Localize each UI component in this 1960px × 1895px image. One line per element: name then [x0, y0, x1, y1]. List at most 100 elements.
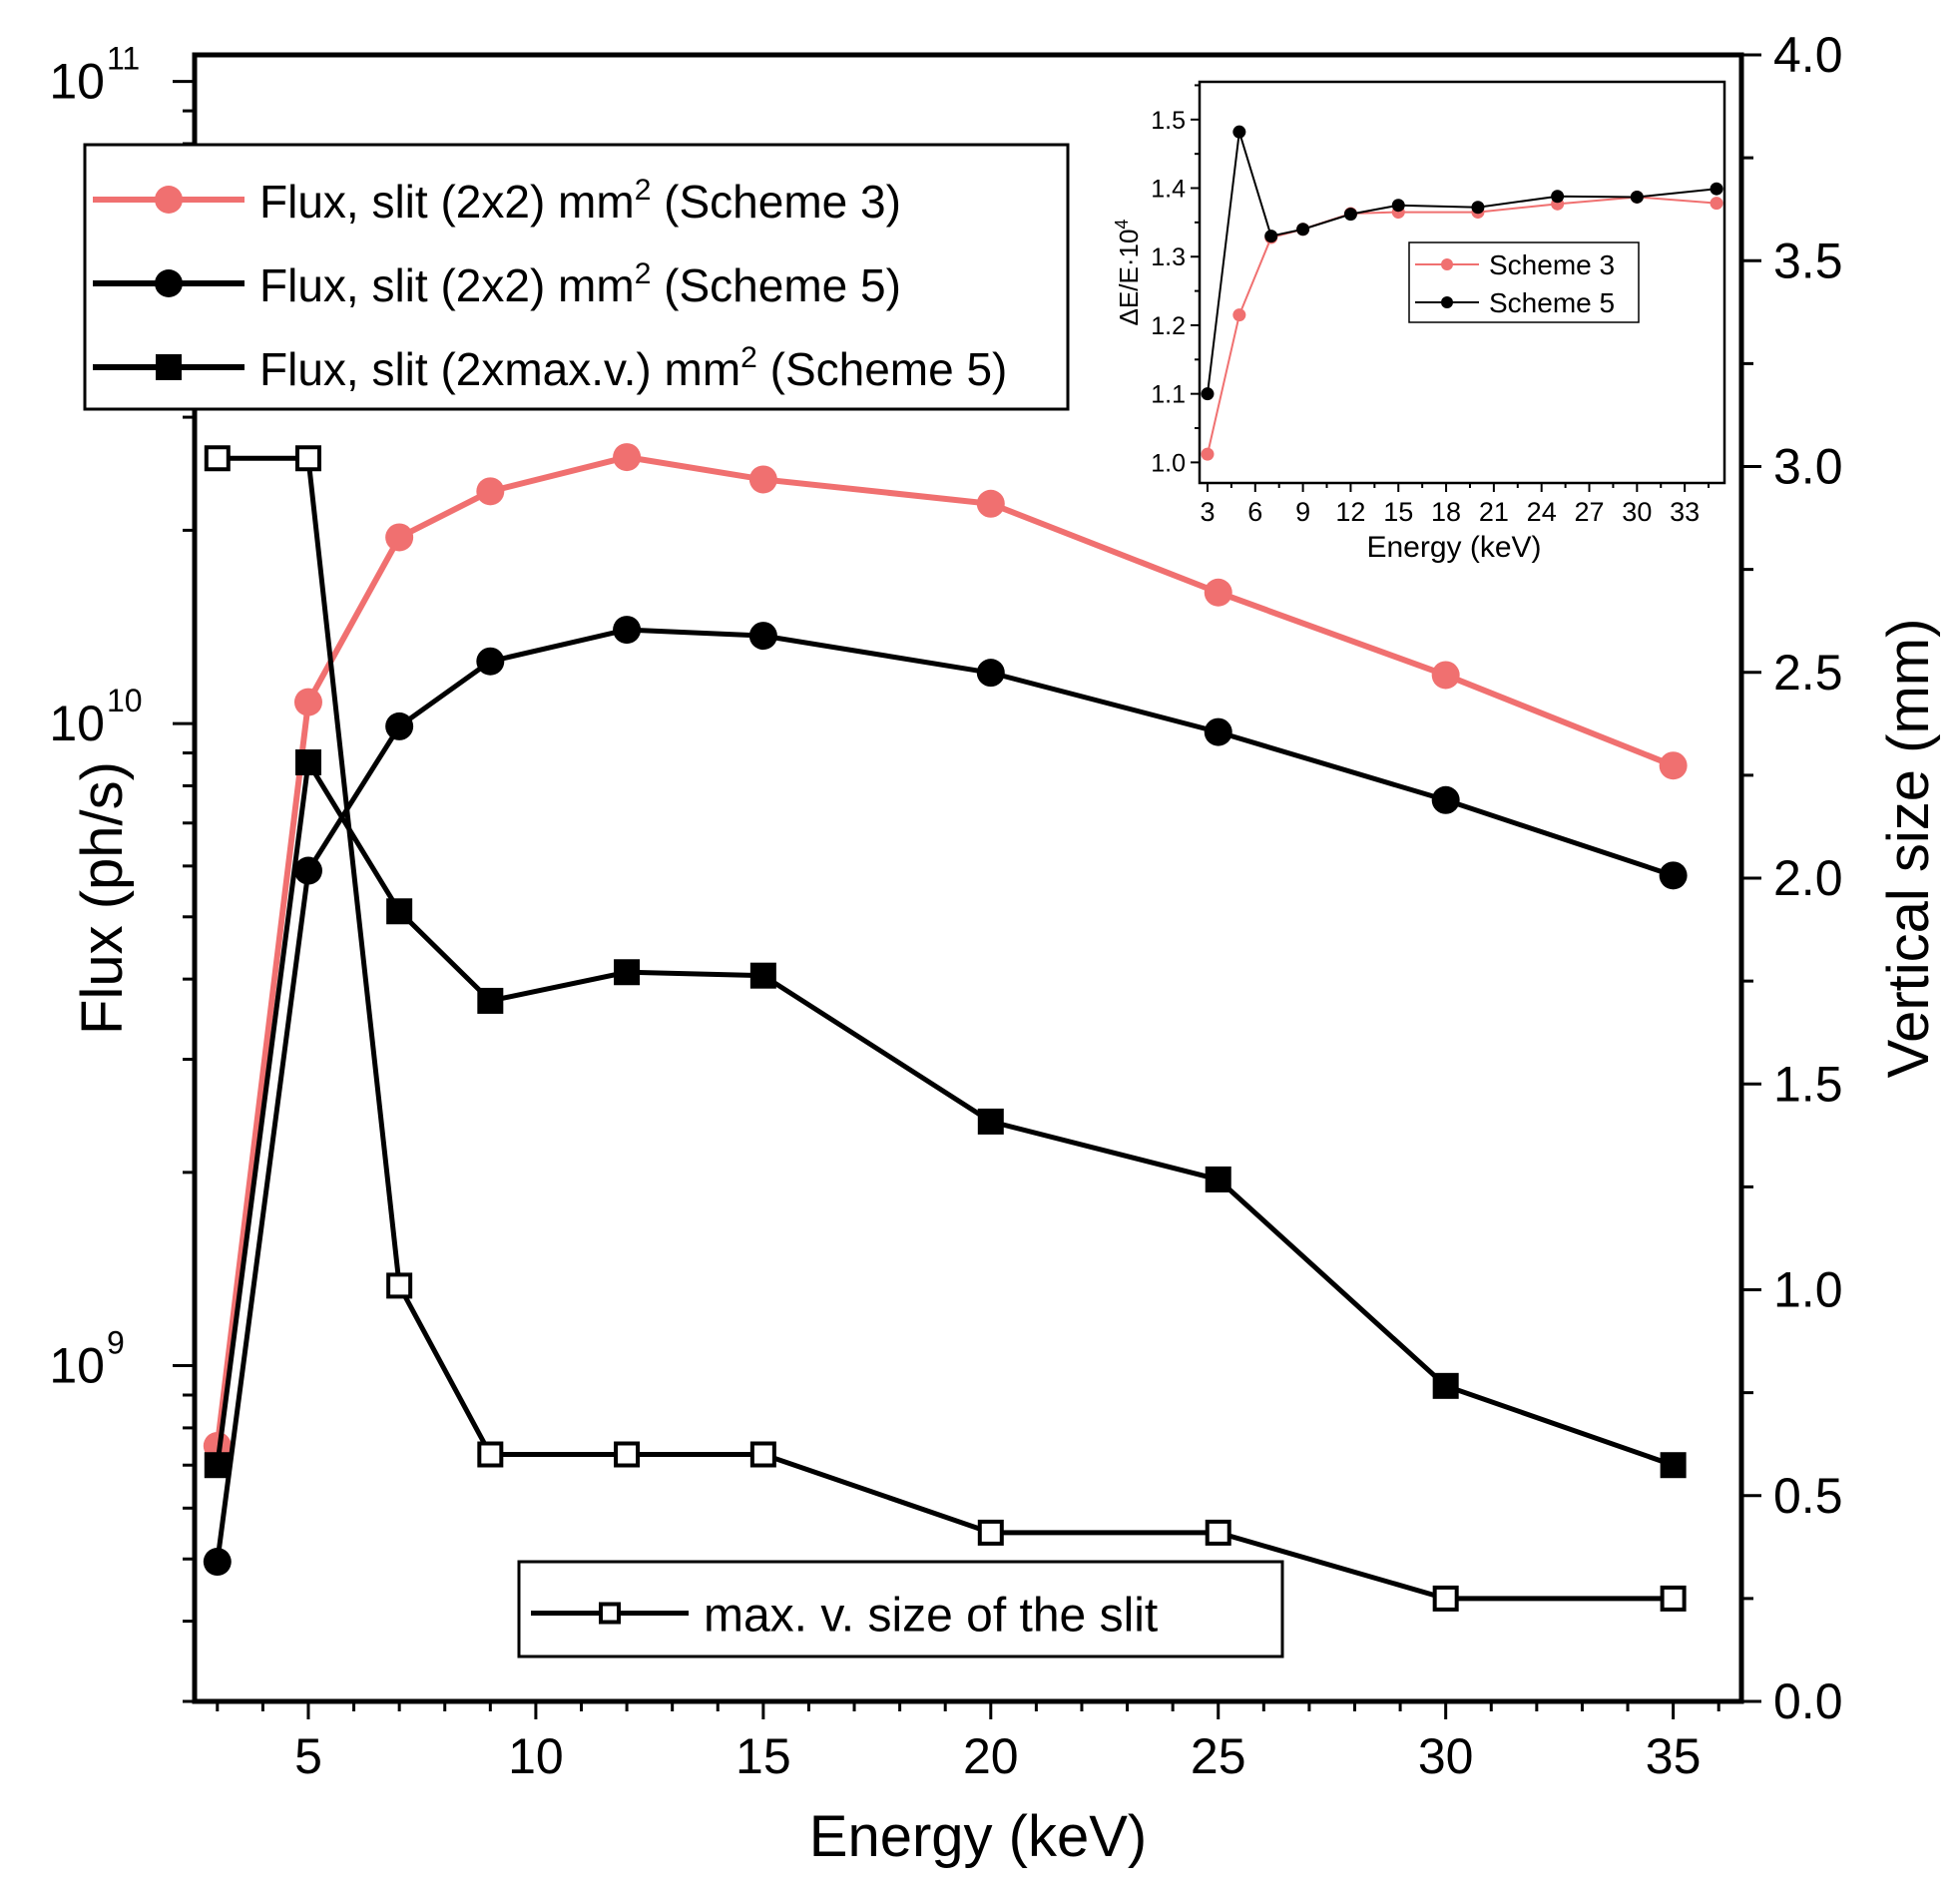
- inset-data-point: [1232, 308, 1246, 322]
- data-point: [385, 711, 414, 740]
- data-point: [614, 959, 641, 986]
- inset-x-tick-label: 27: [1574, 497, 1604, 527]
- inset-plot: 3 6 9 12 15 18 21 24 27 30 33 Energy (keV) 1.0 1.1 1.2…: [1112, 80, 1726, 564]
- data-point: [1659, 751, 1688, 780]
- inset-x-tick-label: 3: [1200, 497, 1215, 527]
- inset-data-point: [1201, 387, 1215, 401]
- inset-x-tick-label: 24: [1527, 497, 1557, 527]
- legend-marker: [155, 269, 183, 297]
- x-axis-title: Energy (keV): [809, 1804, 1147, 1869]
- y-tick-label-base: 10: [49, 696, 105, 751]
- inset-legend-label: Scheme 5: [1489, 287, 1615, 318]
- y2-tick-label: 2.0: [1773, 850, 1843, 906]
- series-0: [203, 443, 1688, 1460]
- data-point: [477, 987, 504, 1014]
- inset-y-tick-label: 1.3: [1151, 243, 1186, 271]
- y-tick-label-base: 10: [49, 1338, 105, 1394]
- legend-label: Flux, slit (2xmax.v.) mm2 (Scheme 5): [259, 341, 1007, 395]
- data-point: [1431, 785, 1460, 814]
- data-point: [749, 1441, 776, 1468]
- inset-legend-entry: Scheme 5: [1415, 287, 1615, 318]
- y2-tick-label: 4.0: [1773, 27, 1843, 83]
- legend-entry: Flux, slit (2x2) mm2 (Scheme 3): [93, 174, 901, 228]
- inset-y-tick-label: 1.4: [1151, 176, 1186, 204]
- inset-data-point: [1296, 223, 1310, 237]
- inset-x-tick-label: 9: [1295, 497, 1310, 527]
- y-tick-label-exponent: 9: [107, 1325, 125, 1361]
- inset-legend-label: Scheme 3: [1489, 249, 1615, 280]
- data-point: [1204, 578, 1232, 607]
- y-axis-right: 0.0 0.5 1.0 1.5 2.0 2.5 3.0 3.5 4.0 Vertical size…: [1741, 27, 1941, 1729]
- data-point: [613, 443, 642, 472]
- inset-legend-marker: [1441, 296, 1453, 308]
- x-tick-label: 25: [1191, 1728, 1246, 1784]
- legend: Flux, slit (2x2) mm2 (Scheme 3) Flux, sli…: [83, 143, 1070, 411]
- series-3: [204, 445, 1687, 1612]
- y-axis-title-left: Flux (ph/s): [70, 761, 135, 1035]
- inset-series-line: [1206, 131, 1717, 394]
- inset-series-1: [1201, 125, 1723, 401]
- inset-data-point: [1630, 190, 1644, 204]
- legend-entry: Flux, slit (2x2) mm2 (Scheme 5): [93, 257, 901, 311]
- data-point: [977, 1519, 1004, 1546]
- data-point: [614, 1441, 641, 1468]
- y2-tick-label: 3.0: [1773, 439, 1843, 495]
- y2-tick-label: 0.0: [1773, 1673, 1843, 1729]
- inset-x-tick-label: 18: [1431, 497, 1461, 527]
- legend-marker: [155, 186, 183, 214]
- y2-tick-label: 2.5: [1773, 645, 1843, 701]
- data-point: [1431, 661, 1460, 690]
- inset-legend-entry: Scheme 3: [1415, 249, 1615, 280]
- data-point: [386, 898, 413, 925]
- x-tick-label: 15: [735, 1728, 791, 1784]
- inset-legend-marker: [1441, 258, 1453, 270]
- inset-data-point: [1710, 182, 1723, 196]
- data-point: [1659, 861, 1688, 890]
- x-tick-label: 35: [1646, 1728, 1702, 1784]
- inset-x-tick-label: 6: [1247, 497, 1262, 527]
- x-tick-label: 30: [1418, 1728, 1474, 1784]
- data-point: [293, 688, 322, 716]
- data-point: [1205, 1519, 1231, 1546]
- series-line: [214, 454, 1675, 1447]
- x-tick-label: 10: [508, 1728, 564, 1784]
- legend-label: Flux, slit (2x2) mm2 (Scheme 3): [259, 174, 901, 228]
- y2-tick-label: 1.5: [1773, 1056, 1843, 1112]
- inset-y-axis-title: ΔE/E·104: [1112, 220, 1144, 326]
- y2-tick-label: 0.5: [1773, 1468, 1843, 1524]
- inset-x-tick-label: 15: [1383, 497, 1413, 527]
- data-point: [977, 1108, 1004, 1135]
- series-line: [215, 627, 1675, 1563]
- inset-x-tick-label: 33: [1670, 497, 1700, 527]
- data-point: [1432, 1585, 1459, 1612]
- data-point: [976, 489, 1005, 518]
- data-point: [477, 1441, 504, 1468]
- inset-y-tick-label: 1.5: [1151, 107, 1186, 135]
- legend-marker: [156, 354, 182, 380]
- legend-slit: max. v. size of the slit: [517, 1560, 1284, 1658]
- data-point: [204, 1452, 231, 1479]
- data-point: [976, 659, 1005, 688]
- inset-series-line: [1206, 196, 1717, 455]
- data-point: [293, 856, 322, 885]
- x-axis: 5 10 15 20 25 30 35 Energy (keV): [216, 1701, 1720, 1869]
- series-1: [203, 616, 1688, 1577]
- data-point: [294, 445, 321, 472]
- inset-data-point: [1710, 197, 1723, 211]
- inset-data-point: [1201, 447, 1215, 461]
- inset-legend-box: [1408, 241, 1640, 323]
- data-point: [1660, 1585, 1687, 1612]
- inset-y-tick-label: 1.2: [1151, 312, 1186, 340]
- inset-x-tick-label: 12: [1335, 497, 1365, 527]
- inset-x-tick-label: 30: [1622, 497, 1652, 527]
- data-point: [385, 523, 414, 552]
- inset-data-point: [1471, 201, 1485, 215]
- data-point: [1660, 1452, 1687, 1479]
- inset-data-point: [1343, 208, 1357, 222]
- series-line: [217, 455, 1674, 1602]
- inset-x-axis-title: Energy (keV): [1366, 531, 1541, 564]
- y-tick-label: 10 9: [49, 1325, 124, 1394]
